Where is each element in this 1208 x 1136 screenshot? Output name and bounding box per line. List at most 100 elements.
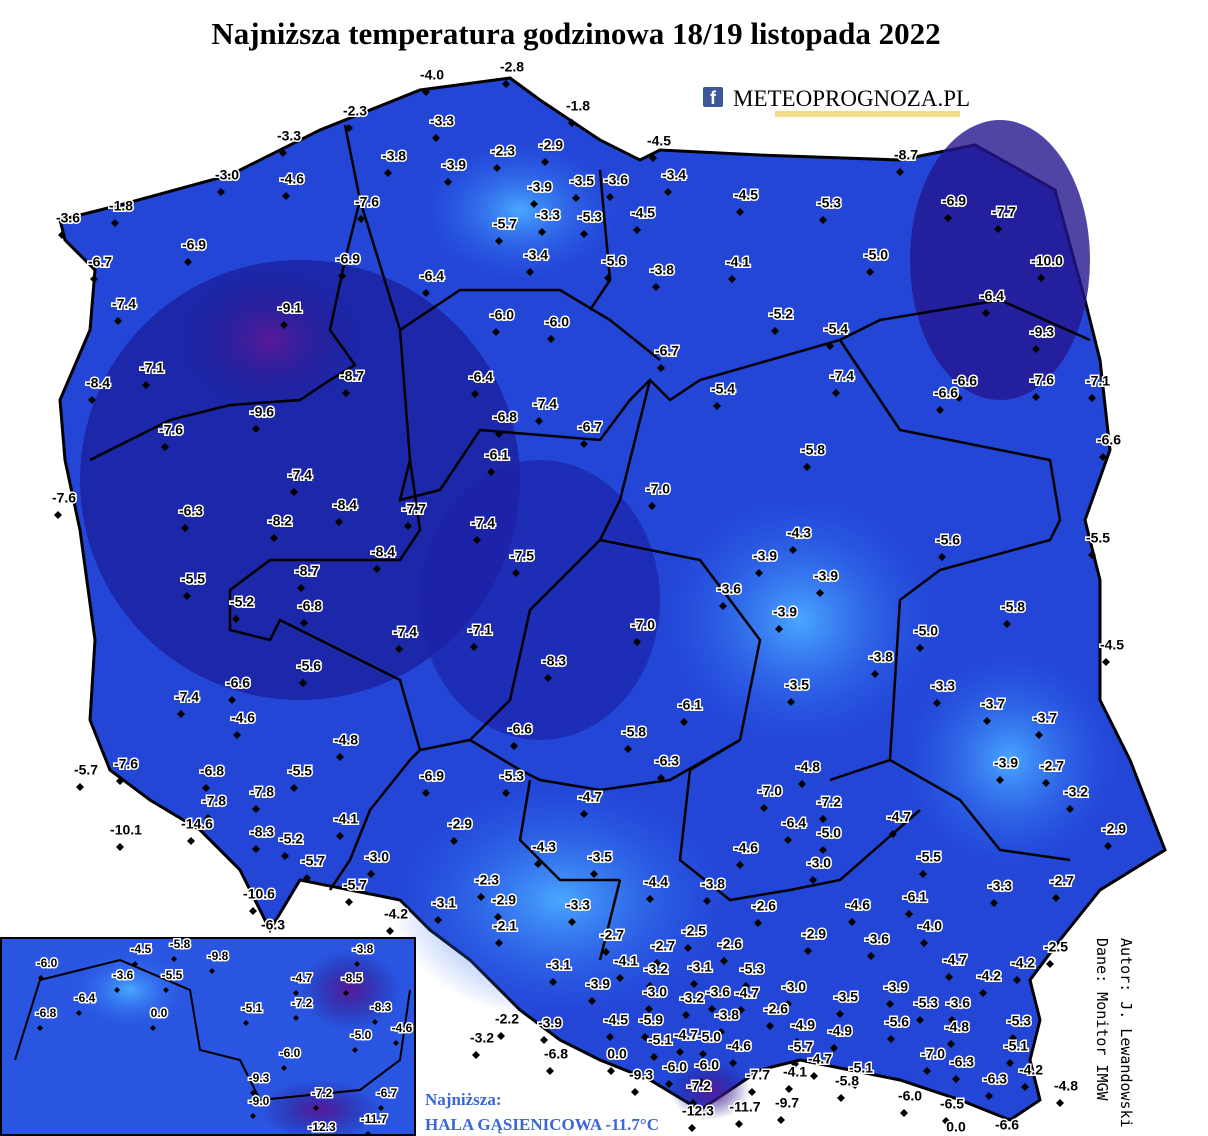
station-marker xyxy=(708,1005,716,1013)
station-label: -7.2 xyxy=(687,1078,711,1094)
station-marker xyxy=(422,289,430,297)
station-label: -6.6 xyxy=(934,385,958,401)
station-marker xyxy=(76,783,84,791)
station-label: -7.0 xyxy=(646,481,670,497)
station-label: -7.4 xyxy=(533,396,557,412)
facebook-icon xyxy=(703,87,723,107)
station-label: -3.1 xyxy=(432,895,456,911)
source: Dane: Monitor IMGW xyxy=(1093,938,1111,1102)
station-marker xyxy=(606,193,614,201)
station-marker xyxy=(90,275,98,283)
station-marker xyxy=(886,1000,894,1008)
station-marker xyxy=(386,927,394,935)
inset-station-label: -9.3 xyxy=(249,1071,270,1085)
station-label: -3.1 xyxy=(547,957,571,973)
station-marker xyxy=(616,974,624,982)
station-marker xyxy=(183,592,191,600)
station-label: -6.6 xyxy=(226,675,250,691)
station-marker xyxy=(342,389,350,397)
inset-map xyxy=(0,937,416,1136)
station-marker xyxy=(354,961,360,967)
station-label: -3.6 xyxy=(56,210,80,226)
station-marker xyxy=(836,1010,844,1018)
station-marker xyxy=(837,1094,845,1102)
station-marker xyxy=(114,987,120,993)
station-label: -2.1 xyxy=(493,918,517,934)
station-label: -5.3 xyxy=(740,961,764,977)
inset-station-label: -3.8 xyxy=(353,942,374,956)
station-marker xyxy=(580,230,588,238)
station-marker xyxy=(680,718,688,726)
station-marker xyxy=(905,910,913,918)
station-label: -2.7 xyxy=(1040,758,1064,774)
station-marker xyxy=(646,982,654,990)
station-marker xyxy=(281,1065,287,1071)
station-label: -3.2 xyxy=(1064,784,1088,800)
station-label: -5.6 xyxy=(936,532,960,548)
station-label: -5.1 xyxy=(1004,1038,1028,1054)
station-marker xyxy=(819,815,827,823)
station-marker xyxy=(948,1016,956,1024)
station-label: -6.3 xyxy=(179,503,203,519)
station-label: -6.0 xyxy=(545,314,569,330)
inset-station-label: -9.8 xyxy=(208,949,229,963)
station-label: -9.1 xyxy=(278,300,302,316)
station-marker xyxy=(526,268,534,276)
station-marker xyxy=(944,214,952,222)
station-marker xyxy=(657,364,665,372)
station-marker xyxy=(916,644,924,652)
station-marker xyxy=(76,1010,82,1016)
station-marker xyxy=(184,258,192,266)
station-label: -5.4 xyxy=(824,321,848,337)
station-label: -7.1 xyxy=(140,360,164,376)
station-label: -5.3 xyxy=(500,768,524,784)
station-marker xyxy=(444,178,452,186)
station-marker xyxy=(54,511,62,519)
station-marker xyxy=(684,944,692,952)
station-marker xyxy=(1006,1059,1014,1067)
inset-station-label: -5.0 xyxy=(351,1028,372,1042)
station-label: -3.9 xyxy=(538,1015,562,1031)
station-label: -5.6 xyxy=(602,253,626,269)
station-marker xyxy=(945,973,953,981)
station-label: -2.7 xyxy=(651,938,675,954)
station-label: -7.6 xyxy=(114,756,138,772)
station-marker xyxy=(649,154,657,162)
station-label: -8.4 xyxy=(333,497,357,513)
station-label: -9.7 xyxy=(775,1095,799,1111)
station-marker xyxy=(590,870,598,878)
station-marker xyxy=(990,899,998,907)
station-label: -5.8 xyxy=(835,1073,859,1089)
station-label: -6.9 xyxy=(420,768,444,784)
station-marker xyxy=(299,679,307,687)
station-marker xyxy=(357,215,365,223)
station-marker xyxy=(1046,960,1054,968)
station-marker xyxy=(697,1078,705,1086)
station-label: -7.6 xyxy=(1030,372,1054,388)
station-label: -6.1 xyxy=(485,447,509,463)
station-marker xyxy=(228,696,236,704)
station-label: -6.0 xyxy=(898,1088,922,1104)
station-label: -6.0 xyxy=(663,1059,687,1075)
station-label: -5.0 xyxy=(697,1029,721,1045)
station-marker xyxy=(916,1016,924,1024)
station-marker xyxy=(132,961,138,967)
station-label: -9.6 xyxy=(250,404,274,420)
station-marker xyxy=(1052,894,1060,902)
station-marker xyxy=(789,546,797,554)
inset-station-label: -12.3 xyxy=(308,1120,336,1134)
station-label: -5.4 xyxy=(711,381,735,397)
station-label: -4.8 xyxy=(945,1019,969,1035)
station-label: -5.5 xyxy=(1086,530,1110,546)
station-marker xyxy=(471,390,479,398)
station-label: -4.3 xyxy=(532,839,556,855)
station-marker xyxy=(689,1099,697,1107)
inset-station-label: -3.6 xyxy=(113,968,134,982)
station-marker xyxy=(748,1088,756,1096)
station-marker xyxy=(502,789,510,797)
station-label: -4.1 xyxy=(334,811,358,827)
station-marker xyxy=(633,226,641,234)
station-marker xyxy=(848,918,856,926)
poland-map xyxy=(58,76,1167,1122)
station-marker xyxy=(742,982,750,990)
